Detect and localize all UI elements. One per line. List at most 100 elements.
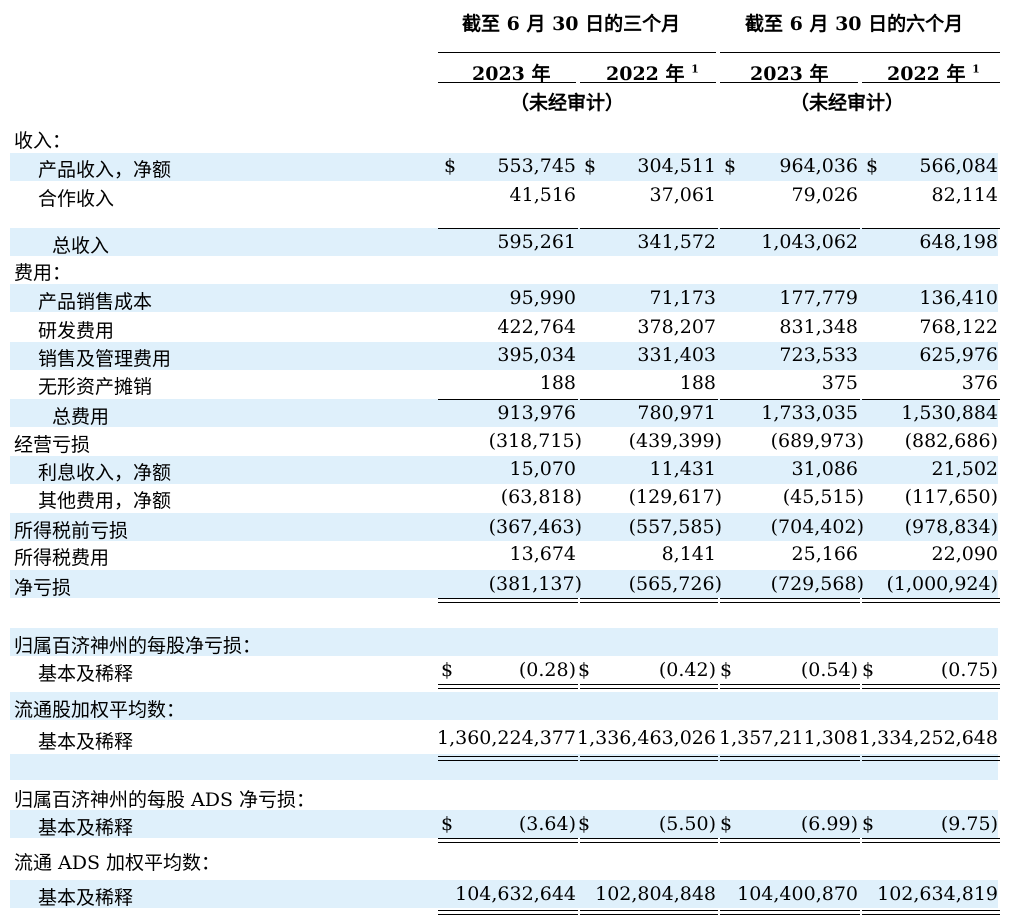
rule-ads-eps	[580, 838, 718, 843]
period-three-months: 截至 6 月 30 日的三个月	[462, 13, 681, 35]
op-loss-value: (689,973)	[770, 430, 864, 452]
rule-net-loss	[720, 598, 860, 603]
amort-value: 188	[679, 372, 716, 394]
year-2023-six: 2023 年	[750, 63, 829, 85]
shares-value: 1,360,224,377	[436, 727, 576, 749]
rule-total-rev	[438, 228, 578, 229]
total-rev-label: 总收入	[52, 235, 110, 257]
shares-value: 1,334,252,648	[858, 727, 998, 749]
pretax-label: 所得税前亏损	[14, 520, 129, 542]
total-rev-value: 648,198	[919, 231, 998, 253]
pretax-value: (557,585)	[628, 516, 722, 538]
shares-header: 流通股加权平均数：	[14, 699, 186, 721]
eps-label: 基本及稀释	[38, 663, 134, 685]
ads-shares-value: 104,632,644	[455, 883, 576, 905]
shade-pretax	[10, 513, 998, 541]
rnd-value: 768,122	[919, 316, 998, 338]
amort-value: 375	[821, 372, 858, 394]
tax-value: 13,674	[509, 543, 576, 565]
currency-symbol: $	[441, 659, 454, 681]
op-loss-value: (439,399)	[628, 430, 722, 452]
year-rule-2023-three	[438, 82, 576, 83]
net-loss-label: 净亏损	[14, 577, 72, 599]
eps-header: 归属百济神州的每股净亏损：	[14, 635, 262, 657]
pretax-value: (704,402)	[770, 516, 864, 538]
eps-value: (0.42)	[658, 659, 716, 681]
product-rev-value: 964,036	[779, 155, 858, 177]
shade-product-rev	[10, 153, 998, 181]
year-rule-2023-six	[720, 82, 858, 83]
product-rev-value: 566,084	[919, 155, 998, 177]
total-exp-value: 780,971	[637, 402, 716, 424]
amort-value: 376	[961, 372, 998, 394]
shade-ads-eps	[10, 810, 998, 838]
rule-shares	[720, 756, 860, 761]
rule-ads-eps	[862, 838, 1000, 843]
sga-value: 625,976	[919, 344, 998, 366]
currency-symbol: $	[720, 659, 733, 681]
net-loss-value: (1,000,924)	[886, 573, 998, 595]
rule-net-loss	[580, 598, 718, 603]
shares-value: 1,336,463,026	[576, 727, 716, 749]
total-exp-label: 总费用	[52, 406, 110, 428]
currency-symbol: $	[584, 155, 597, 177]
rule-eps	[720, 684, 860, 689]
total-rev-value: 341,572	[637, 231, 716, 253]
shade-spacer	[10, 754, 998, 780]
net-loss-value: (729,568)	[770, 573, 864, 595]
header-rule-three	[438, 52, 716, 53]
rule-net-loss	[862, 598, 1000, 603]
tax-label: 所得税费用	[14, 547, 110, 569]
currency-symbol: $	[578, 813, 591, 835]
year-2023-three: 2023 年	[472, 63, 551, 85]
currency-symbol: $	[862, 659, 875, 681]
shade-eps-hdr	[10, 628, 998, 656]
shade-cogs	[10, 284, 998, 312]
op-loss-value: (318,715)	[488, 430, 582, 452]
tax-value: 8,141	[661, 543, 716, 565]
product-rev-label: 产品收入，净额	[38, 159, 172, 181]
total-exp-value: 1,733,035	[761, 402, 858, 424]
currency-symbol: $	[444, 155, 457, 177]
other-exp-value: (117,650)	[904, 486, 998, 508]
total-rev-value: 1,043,062	[761, 231, 858, 253]
rule-total-exp	[438, 399, 578, 400]
rule-total-exp	[580, 399, 718, 400]
rule-net-loss	[438, 598, 578, 603]
eps-value: (0.28)	[518, 659, 576, 681]
shade-total-exp	[10, 399, 998, 427]
rule-eps	[862, 684, 1000, 689]
expense-header: 费用：	[14, 262, 72, 284]
rule-total-rev	[580, 228, 718, 229]
unaudited-six: （未经审计）	[790, 92, 905, 114]
rule-ads-shares	[862, 910, 1000, 915]
ads-eps-header: 归属百济神州的每股 ADS 净亏损：	[14, 789, 316, 811]
product-rev-value: 553,745	[497, 155, 576, 177]
eps-value: (0.75)	[940, 659, 998, 681]
rule-total-exp	[862, 399, 1000, 400]
interest-value: 21,502	[931, 458, 998, 480]
rule-shares	[862, 756, 1000, 761]
rule-ads-shares	[580, 910, 718, 915]
interest-value: 15,070	[509, 458, 576, 480]
collab-rev-value: 79,026	[791, 184, 858, 206]
shade-shares-hdr	[10, 692, 998, 720]
sga-label: 销售及管理费用	[38, 348, 172, 370]
rule-ads-eps	[720, 838, 860, 843]
rule-eps	[580, 684, 718, 689]
rule-total-rev	[720, 228, 860, 229]
rule-total-rev	[862, 228, 1000, 229]
rule-ads-shares	[720, 910, 860, 915]
total-rev-value: 595,261	[497, 231, 576, 253]
currency-symbol: $	[720, 813, 733, 835]
pretax-value: (978,834)	[904, 516, 998, 538]
rule-shares	[580, 756, 718, 761]
ads-eps-label: 基本及稀释	[38, 817, 134, 839]
collab-rev-value: 82,114	[931, 184, 998, 206]
sga-value: 723,533	[779, 344, 858, 366]
ads-eps-value: (6.99)	[800, 813, 858, 835]
collab-rev-value: 41,516	[509, 184, 576, 206]
shade-total-rev	[10, 228, 998, 256]
pretax-value: (367,463)	[488, 516, 582, 538]
interest-value: 31,086	[791, 458, 858, 480]
